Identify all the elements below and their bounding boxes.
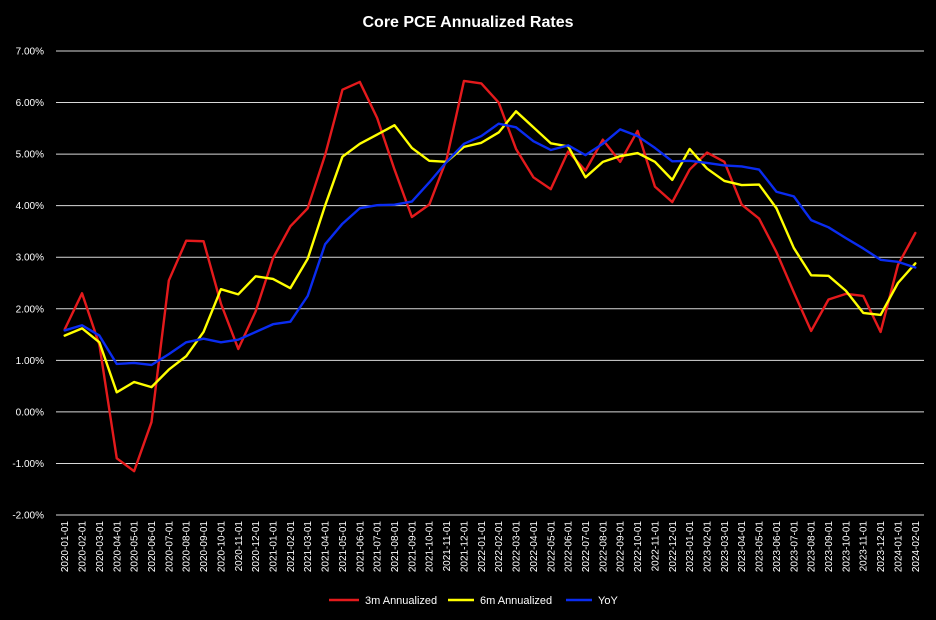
x-tick-label: 2021-05-01 bbox=[338, 521, 349, 573]
x-tick-label: 2023-11-01 bbox=[859, 521, 870, 572]
y-axis-tick-labels: -2.00% -1.00% 0.00% 1.00% 2.00% 3.00% 4.00% 5.0… bbox=[12, 47, 44, 522]
x-tick-label: 2022-09-01 bbox=[616, 521, 627, 573]
x-tick-label: 2021-03-01 bbox=[303, 521, 314, 573]
x-tick-label: 2023-04-01 bbox=[737, 521, 748, 573]
x-tick-label: 2023-09-01 bbox=[824, 521, 835, 573]
x-tick-label: 2023-05-01 bbox=[755, 521, 766, 573]
legend-label-3m-annualized: 3m Annualized bbox=[365, 595, 437, 607]
y-tick-label: 3.00% bbox=[16, 253, 44, 264]
series-lines bbox=[63, 79, 917, 473]
x-tick-label: 2020-07-01 bbox=[164, 521, 175, 573]
x-tick-label: 2022-06-01 bbox=[564, 521, 575, 573]
y-tick-label: 0.00% bbox=[16, 407, 44, 418]
x-tick-label: 2020-10-01 bbox=[216, 521, 227, 573]
y-tick-label: 6.00% bbox=[16, 98, 44, 109]
x-tick-label: 2023-06-01 bbox=[772, 521, 783, 573]
series-line-3m-annualized bbox=[63, 79, 917, 473]
x-tick-label: 2023-03-01 bbox=[720, 521, 731, 573]
x-tick-label: 2021-07-01 bbox=[373, 521, 384, 573]
x-tick-label: 2022-12-01 bbox=[668, 521, 679, 573]
x-tick-label: 2020-06-01 bbox=[147, 521, 158, 573]
y-tick-label: -1.00% bbox=[12, 459, 44, 470]
series-line-6m-annualized bbox=[63, 110, 917, 394]
x-tick-label: 2023-02-01 bbox=[703, 521, 714, 573]
y-tick-label: 1.00% bbox=[16, 356, 44, 367]
x-tick-label: 2020-11-01 bbox=[234, 521, 245, 572]
y-tick-label: 2.00% bbox=[16, 304, 44, 315]
x-tick-label: 2022-05-01 bbox=[546, 521, 557, 573]
x-tick-label: 2023-10-01 bbox=[841, 521, 852, 573]
x-tick-label: 2022-10-01 bbox=[633, 521, 644, 573]
x-tick-label: 2023-07-01 bbox=[789, 521, 800, 573]
x-tick-label: 2023-08-01 bbox=[807, 521, 818, 573]
chart-title: Core PCE Annualized Rates bbox=[362, 14, 573, 31]
y-tick-label: 4.00% bbox=[16, 201, 44, 212]
y-tick-label: -2.00% bbox=[12, 511, 44, 522]
x-tick-label: 2021-12-01 bbox=[459, 521, 470, 573]
y-tick-label: 7.00% bbox=[16, 47, 44, 58]
x-tick-label: 2020-01-01 bbox=[60, 521, 71, 573]
x-tick-label: 2020-02-01 bbox=[78, 521, 89, 573]
x-tick-label: 2020-12-01 bbox=[251, 521, 262, 573]
x-tick-label: 2021-08-01 bbox=[390, 521, 401, 573]
x-tick-label: 2020-03-01 bbox=[95, 521, 106, 573]
x-tick-label: 2021-06-01 bbox=[355, 521, 366, 573]
x-tick-label: 2020-04-01 bbox=[112, 521, 123, 573]
x-tick-label: 2021-11-01 bbox=[442, 521, 453, 572]
legend-label-yoy: YoY bbox=[598, 595, 618, 607]
legend: 3m Annualized 6m Annualized YoY bbox=[329, 595, 618, 607]
x-tick-label: 2021-09-01 bbox=[407, 521, 418, 573]
x-tick-label: 2021-02-01 bbox=[286, 521, 297, 573]
x-tick-label: 2021-04-01 bbox=[321, 521, 332, 573]
y-tick-label: 5.00% bbox=[16, 150, 44, 161]
x-tick-label: 2020-08-01 bbox=[182, 521, 193, 573]
x-tick-label: 2022-04-01 bbox=[529, 521, 540, 573]
gridlines bbox=[56, 50, 924, 516]
x-tick-label: 2020-09-01 bbox=[199, 521, 210, 573]
x-tick-label: 2023-01-01 bbox=[685, 521, 696, 573]
x-tick-label: 2023-12-01 bbox=[876, 521, 887, 573]
x-tick-label: 2024-01-01 bbox=[893, 521, 904, 573]
x-tick-label: 2024-02-01 bbox=[911, 521, 922, 573]
x-tick-label: 2022-01-01 bbox=[477, 521, 488, 573]
x-tick-label: 2021-01-01 bbox=[269, 521, 280, 573]
x-axis-tick-labels: 2020-01-01 2020-02-01 2020-03-01 2020-04-01… bbox=[60, 521, 922, 573]
x-tick-label: 2022-02-01 bbox=[494, 521, 505, 573]
legend-label-6m-annualized: 6m Annualized bbox=[480, 595, 552, 607]
x-tick-label: 2022-08-01 bbox=[598, 521, 609, 573]
x-tick-label: 2020-05-01 bbox=[130, 521, 141, 573]
x-tick-label: 2021-10-01 bbox=[425, 521, 436, 573]
x-tick-label: 2022-07-01 bbox=[581, 521, 592, 573]
series-line-yoy bbox=[63, 122, 917, 367]
x-tick-label: 2022-03-01 bbox=[512, 521, 523, 573]
x-tick-label: 2022-11-01 bbox=[650, 521, 661, 572]
